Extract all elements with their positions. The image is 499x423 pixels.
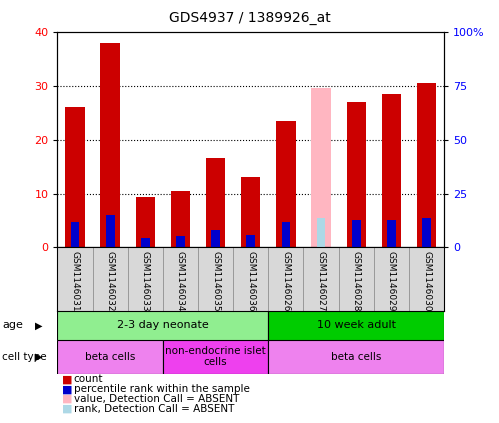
- Bar: [176, 236, 185, 247]
- Bar: [141, 238, 150, 247]
- Bar: [417, 83, 436, 247]
- Bar: [346, 102, 366, 247]
- FancyBboxPatch shape: [268, 311, 444, 340]
- Text: non-endocrine islet
cells: non-endocrine islet cells: [165, 346, 266, 368]
- Text: GSM1146036: GSM1146036: [246, 250, 255, 311]
- Bar: [211, 230, 220, 247]
- Text: GSM1146034: GSM1146034: [176, 250, 185, 311]
- Text: age: age: [2, 320, 23, 330]
- Bar: [387, 220, 396, 247]
- Text: ■: ■: [62, 374, 73, 385]
- Text: GSM1146030: GSM1146030: [422, 250, 431, 311]
- Bar: [276, 121, 295, 247]
- Text: cell type: cell type: [2, 352, 47, 362]
- Bar: [171, 191, 190, 247]
- Text: ■: ■: [62, 384, 73, 394]
- Bar: [352, 220, 361, 247]
- Text: ■: ■: [62, 394, 73, 404]
- Text: percentile rank within the sample: percentile rank within the sample: [74, 384, 250, 394]
- Text: GSM1146032: GSM1146032: [106, 250, 115, 311]
- Text: 2-3 day neonate: 2-3 day neonate: [117, 320, 209, 330]
- Bar: [70, 222, 79, 247]
- Text: GSM1146035: GSM1146035: [211, 250, 220, 311]
- FancyBboxPatch shape: [57, 311, 268, 340]
- Bar: [106, 215, 114, 247]
- Bar: [382, 94, 401, 247]
- Text: GSM1146033: GSM1146033: [141, 250, 150, 311]
- Text: GDS4937 / 1389926_at: GDS4937 / 1389926_at: [169, 11, 330, 25]
- Bar: [311, 88, 331, 247]
- Text: beta cells: beta cells: [331, 352, 381, 362]
- FancyBboxPatch shape: [57, 340, 163, 374]
- Bar: [281, 222, 290, 247]
- Bar: [206, 159, 225, 247]
- Text: GSM1146027: GSM1146027: [316, 250, 325, 311]
- Text: ▶: ▶: [34, 352, 42, 362]
- Bar: [100, 42, 120, 247]
- Bar: [317, 218, 325, 247]
- Text: ■: ■: [62, 404, 73, 414]
- Text: rank, Detection Call = ABSENT: rank, Detection Call = ABSENT: [74, 404, 234, 414]
- Text: GSM1146028: GSM1146028: [352, 250, 361, 311]
- Bar: [65, 107, 85, 247]
- Text: ▶: ▶: [34, 320, 42, 330]
- Text: count: count: [74, 374, 103, 385]
- Text: GSM1146031: GSM1146031: [70, 250, 79, 311]
- Text: value, Detection Call = ABSENT: value, Detection Call = ABSENT: [74, 394, 239, 404]
- Text: 10 week adult: 10 week adult: [317, 320, 396, 330]
- FancyBboxPatch shape: [163, 340, 268, 374]
- Bar: [241, 177, 260, 247]
- FancyBboxPatch shape: [268, 340, 444, 374]
- Text: beta cells: beta cells: [85, 352, 135, 362]
- Bar: [247, 234, 255, 247]
- Bar: [136, 197, 155, 247]
- Text: GSM1146026: GSM1146026: [281, 250, 290, 311]
- Text: GSM1146029: GSM1146029: [387, 250, 396, 311]
- Bar: [422, 218, 431, 247]
